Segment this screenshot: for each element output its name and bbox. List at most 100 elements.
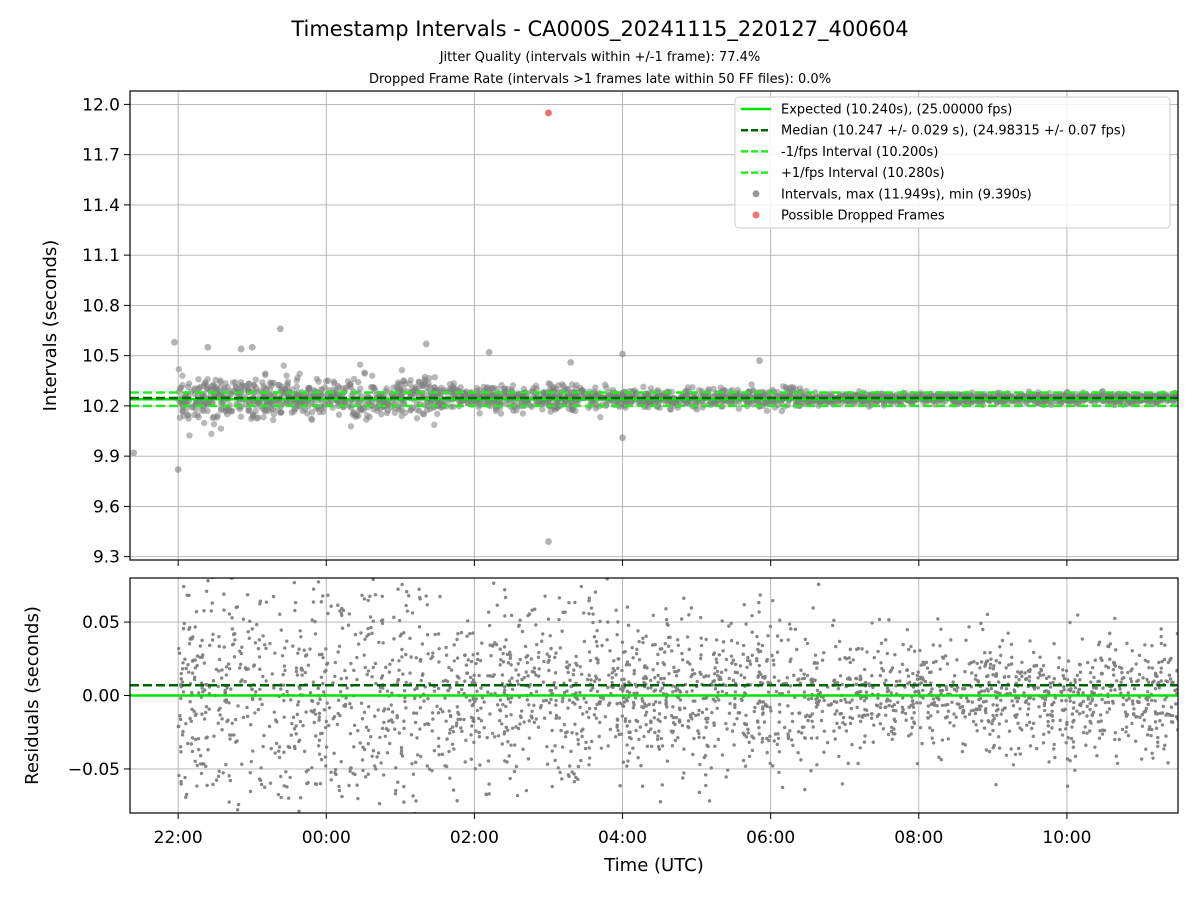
residual-point xyxy=(349,705,354,710)
residual-point xyxy=(681,776,685,780)
interval-point xyxy=(413,406,420,413)
residual-point xyxy=(419,678,423,683)
residual-point xyxy=(788,729,792,733)
residual-point xyxy=(1131,702,1135,706)
residual-point xyxy=(724,668,728,672)
residual-point xyxy=(355,833,358,836)
interval-point xyxy=(865,403,873,410)
residual-point xyxy=(282,750,286,754)
residual-point xyxy=(748,662,753,666)
residual-point xyxy=(381,641,385,645)
residual-point xyxy=(960,704,965,709)
residual-point xyxy=(547,658,551,663)
residual-point xyxy=(789,738,794,742)
residual-point xyxy=(470,680,474,685)
residual-point xyxy=(563,731,568,735)
residual-point xyxy=(1130,649,1134,653)
residual-point xyxy=(886,688,891,693)
residual-point xyxy=(571,700,575,705)
residual-point xyxy=(1018,726,1022,730)
residual-point xyxy=(417,625,422,629)
residual-point xyxy=(654,700,658,704)
residual-point xyxy=(399,745,404,750)
residual-point xyxy=(984,659,989,664)
residual-point xyxy=(502,685,507,689)
residual-point xyxy=(258,687,262,692)
residual-point xyxy=(1153,686,1158,691)
residual-point xyxy=(233,717,238,722)
residual-point xyxy=(1066,736,1070,740)
residual-point xyxy=(239,651,243,656)
residual-point xyxy=(595,644,599,648)
residual-point xyxy=(195,654,200,658)
residual-point xyxy=(259,766,263,770)
residual-point xyxy=(1028,667,1032,672)
residual-point xyxy=(324,764,328,768)
residual-point xyxy=(261,674,265,679)
residual-point xyxy=(741,731,746,735)
residual-point xyxy=(782,725,787,730)
residual-point xyxy=(567,698,572,702)
residual-point xyxy=(1120,727,1125,732)
residual-point xyxy=(862,699,867,703)
residual-point xyxy=(348,766,353,771)
residual-point xyxy=(876,649,880,654)
residual-point xyxy=(1078,678,1082,682)
residual-point xyxy=(324,745,329,749)
residual-point xyxy=(411,828,414,831)
residual-point xyxy=(287,569,290,572)
interval-point xyxy=(283,372,290,379)
residual-point xyxy=(316,701,320,706)
residual-point xyxy=(721,640,726,644)
residual-point xyxy=(181,661,185,665)
residual-point xyxy=(1141,676,1145,680)
residual-point xyxy=(1059,698,1064,703)
residual-point xyxy=(245,705,249,710)
residual-point xyxy=(482,726,486,730)
residual-point xyxy=(468,698,472,703)
residual-point xyxy=(247,636,252,640)
residual-point xyxy=(806,697,811,701)
residual-point xyxy=(525,653,530,658)
residual-point xyxy=(234,740,238,744)
residual-point xyxy=(198,762,203,766)
residual-point xyxy=(1065,720,1069,725)
residual-point xyxy=(399,751,404,756)
residual-point xyxy=(332,714,337,719)
residual-point xyxy=(311,587,316,591)
residual-point xyxy=(191,635,195,639)
residual-point xyxy=(1071,690,1076,694)
residual-point xyxy=(644,710,649,714)
residual-point xyxy=(1080,637,1085,641)
residual-point xyxy=(606,744,610,748)
residual-point xyxy=(220,668,224,672)
residual-point xyxy=(475,651,480,656)
residual-point xyxy=(1159,670,1163,674)
residual-point xyxy=(772,675,777,679)
residual-point xyxy=(472,740,476,745)
residual-point xyxy=(1056,665,1061,670)
interval-point xyxy=(436,391,444,398)
residual-point xyxy=(196,691,201,695)
residual-point xyxy=(1027,720,1032,725)
residual-point xyxy=(1042,703,1047,708)
interval-point xyxy=(246,407,253,414)
interval-point xyxy=(390,384,397,391)
residual-point xyxy=(733,703,737,707)
residual-point xyxy=(921,678,926,682)
residual-point xyxy=(515,679,520,683)
residual-point xyxy=(656,652,660,657)
residual-point xyxy=(284,770,288,774)
interval-outlier-point xyxy=(204,343,212,351)
residual-point xyxy=(401,821,404,824)
residual-point xyxy=(380,621,385,626)
residual-point xyxy=(1147,725,1152,729)
residual-point xyxy=(397,659,401,663)
residual-point xyxy=(445,679,450,684)
residual-point xyxy=(298,796,303,800)
residual-point xyxy=(1133,739,1138,743)
residual-point xyxy=(1169,705,1174,709)
residual-point xyxy=(444,719,448,723)
residual-point xyxy=(625,764,629,768)
